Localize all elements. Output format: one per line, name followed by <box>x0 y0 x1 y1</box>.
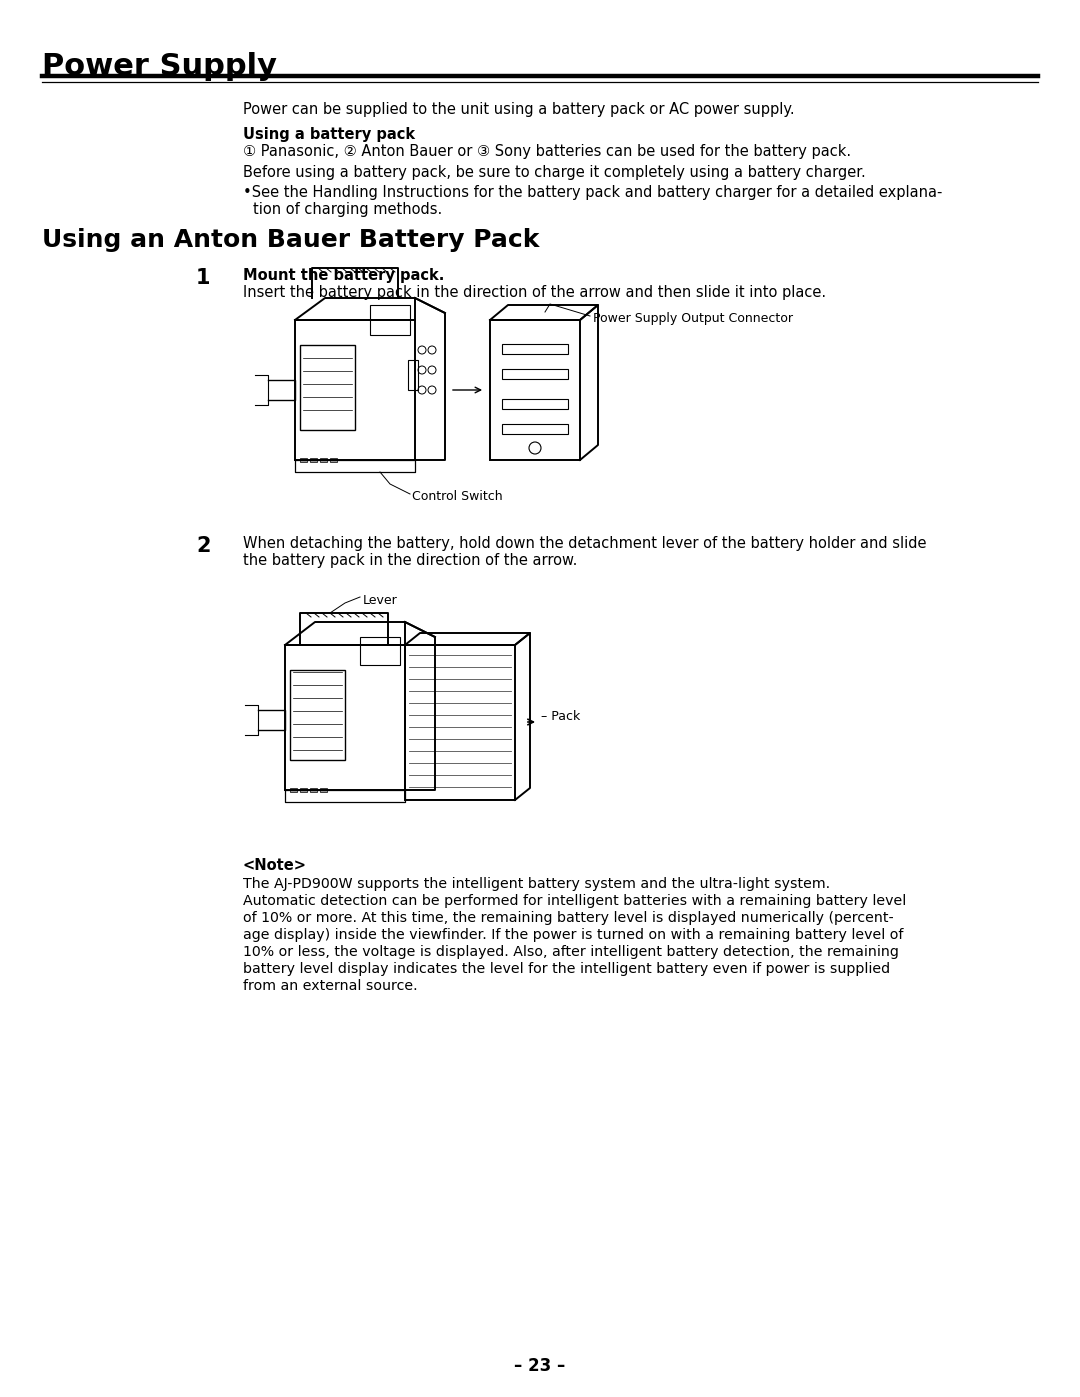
Bar <box>310 458 318 462</box>
Text: Power Supply Output Connector: Power Supply Output Connector <box>593 312 793 326</box>
Bar <box>502 400 568 409</box>
Text: <Note>: <Note> <box>243 858 307 873</box>
Bar <box>502 369 568 379</box>
Text: 2: 2 <box>195 536 211 556</box>
Text: Mount the battery pack.: Mount the battery pack. <box>243 268 444 284</box>
Text: Automatic detection can be performed for intelligent batteries with a remaining : Automatic detection can be performed for… <box>243 894 906 908</box>
Bar <box>300 788 307 792</box>
Bar <box>360 637 400 665</box>
Text: – 23 –: – 23 – <box>514 1356 566 1375</box>
Text: •See the Handling Instructions for the battery pack and battery charger for a de: •See the Handling Instructions for the b… <box>243 184 943 200</box>
Bar <box>330 458 337 462</box>
Text: the battery pack in the direction of the arrow.: the battery pack in the direction of the… <box>243 553 578 569</box>
Bar <box>310 788 318 792</box>
Text: When detaching the battery, hold down the detachment lever of the battery holder: When detaching the battery, hold down th… <box>243 536 927 550</box>
Bar <box>490 320 580 460</box>
Bar <box>300 345 355 430</box>
Text: – Pack: – Pack <box>541 711 580 724</box>
Text: Using an Anton Bauer Battery Pack: Using an Anton Bauer Battery Pack <box>42 228 539 251</box>
Bar <box>300 458 307 462</box>
Text: of 10% or more. At this time, the remaining battery level is displayed numerical: of 10% or more. At this time, the remain… <box>243 911 894 925</box>
Text: Control Switch: Control Switch <box>411 490 502 503</box>
Text: age display) inside the viewfinder. If the power is turned on with a remaining b: age display) inside the viewfinder. If t… <box>243 928 903 942</box>
Text: battery level display indicates the level for the intelligent battery even if po: battery level display indicates the leve… <box>243 963 890 977</box>
Text: Power Supply: Power Supply <box>42 52 276 81</box>
Text: 10% or less, the voltage is displayed. Also, after intelligent battery detection: 10% or less, the voltage is displayed. A… <box>243 944 899 958</box>
Text: Before using a battery pack, be sure to charge it completely using a battery cha: Before using a battery pack, be sure to … <box>243 165 866 180</box>
Bar <box>291 788 297 792</box>
Text: from an external source.: from an external source. <box>243 979 418 993</box>
Bar <box>291 671 345 760</box>
Text: The AJ-PD900W supports the intelligent battery system and the ultra-light system: The AJ-PD900W supports the intelligent b… <box>243 877 831 891</box>
Bar <box>370 305 410 335</box>
Bar <box>320 788 327 792</box>
Text: 1: 1 <box>195 268 211 288</box>
Text: ① Panasonic, ② Anton Bauer or ③ Sony batteries can be used for the battery pack.: ① Panasonic, ② Anton Bauer or ③ Sony bat… <box>243 144 851 159</box>
Bar <box>502 344 568 353</box>
Bar <box>408 360 418 390</box>
Text: Power can be supplied to the unit using a battery pack or AC power supply.: Power can be supplied to the unit using … <box>243 102 795 117</box>
Text: Using a battery pack: Using a battery pack <box>243 127 415 142</box>
Bar <box>405 645 515 800</box>
Bar <box>502 425 568 434</box>
Text: tion of charging methods.: tion of charging methods. <box>253 203 442 217</box>
Bar <box>320 458 327 462</box>
Text: Lever: Lever <box>363 594 397 608</box>
Text: Insert the battery pack in the direction of the arrow and then slide it into pla: Insert the battery pack in the direction… <box>243 285 826 300</box>
